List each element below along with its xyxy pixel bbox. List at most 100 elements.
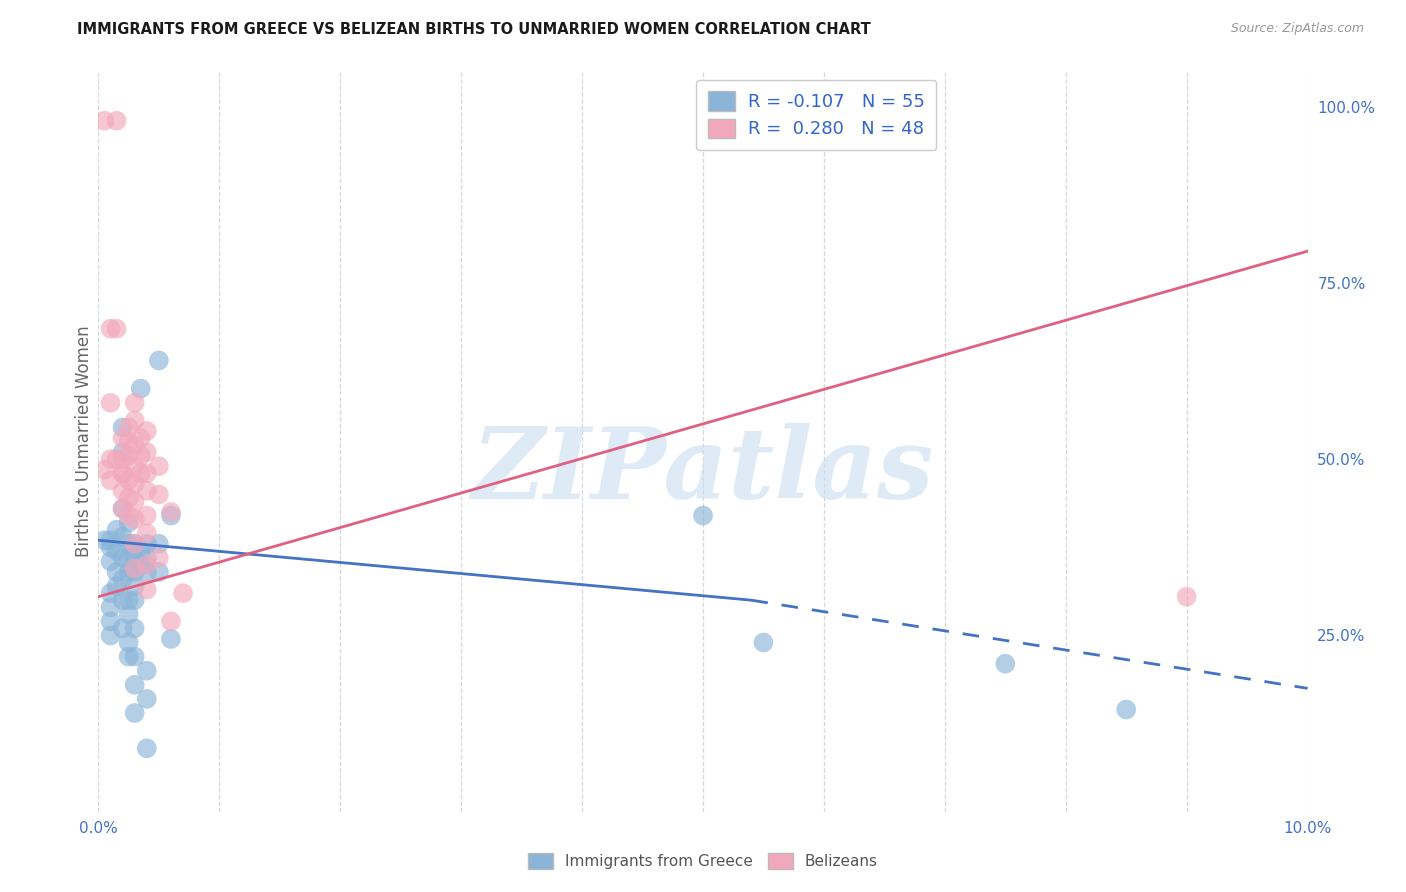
Point: [100, 541, 122, 555]
Point: [93, 113, 115, 128]
Point: [1175, 590, 1198, 604]
Point: [160, 632, 183, 646]
Point: [124, 438, 146, 452]
Point: [148, 487, 170, 501]
Point: [124, 537, 146, 551]
Point: [118, 593, 141, 607]
Point: [124, 459, 146, 474]
Point: [118, 473, 141, 487]
Point: [124, 579, 146, 593]
Point: [100, 586, 122, 600]
Point: [124, 678, 146, 692]
Point: [111, 445, 134, 459]
Point: [129, 558, 152, 572]
Point: [118, 607, 141, 622]
Point: [135, 508, 157, 523]
Point: [129, 431, 152, 445]
Point: [129, 544, 152, 558]
Point: [124, 476, 146, 491]
Point: [124, 413, 146, 427]
Point: [135, 692, 157, 706]
Point: [105, 579, 128, 593]
Point: [148, 550, 170, 565]
Point: [135, 664, 157, 678]
Y-axis label: Births to Unmarried Women: Births to Unmarried Women: [75, 326, 93, 558]
Point: [100, 628, 122, 642]
Point: [135, 526, 157, 541]
Point: [124, 512, 146, 526]
Point: [111, 593, 134, 607]
Point: [124, 561, 146, 575]
Point: [100, 396, 122, 410]
Point: [111, 572, 134, 586]
Legend: R = -0.107   N = 55, R =  0.280   N = 48: R = -0.107 N = 55, R = 0.280 N = 48: [696, 79, 936, 150]
Point: [118, 516, 141, 530]
Point: [111, 420, 134, 434]
Point: [124, 494, 146, 508]
Point: [172, 586, 194, 600]
Point: [118, 537, 141, 551]
Point: [124, 621, 146, 635]
Point: [129, 467, 152, 481]
Point: [111, 431, 134, 445]
Point: [135, 565, 157, 579]
Point: [111, 530, 134, 544]
Point: [118, 449, 141, 463]
Point: [118, 635, 141, 649]
Point: [135, 483, 157, 498]
Text: IMMIGRANTS FROM GREECE VS BELIZEAN BIRTHS TO UNMARRIED WOMEN CORRELATION CHART: IMMIGRANTS FROM GREECE VS BELIZEAN BIRTH…: [77, 22, 872, 37]
Point: [135, 582, 157, 597]
Point: [135, 467, 157, 481]
Point: [118, 550, 141, 565]
Point: [1115, 702, 1137, 716]
Point: [118, 434, 141, 449]
Point: [105, 544, 128, 558]
Point: [118, 420, 141, 434]
Point: [135, 537, 157, 551]
Point: [118, 565, 141, 579]
Point: [105, 523, 128, 537]
Point: [752, 635, 775, 649]
Point: [105, 322, 128, 336]
Text: ZIPatlas: ZIPatlas: [472, 423, 934, 519]
Text: Source: ZipAtlas.com: Source: ZipAtlas.com: [1230, 22, 1364, 36]
Point: [124, 649, 146, 664]
Point: [129, 382, 152, 396]
Point: [100, 452, 122, 467]
Point: [111, 467, 134, 481]
Point: [111, 467, 134, 481]
Point: [129, 449, 152, 463]
Point: [692, 508, 714, 523]
Point: [100, 615, 122, 629]
Point: [148, 537, 170, 551]
Point: [160, 508, 183, 523]
Legend: Immigrants from Greece, Belizeans: Immigrants from Greece, Belizeans: [522, 847, 884, 875]
Point: [118, 491, 141, 505]
Point: [93, 463, 115, 477]
Point: [135, 550, 157, 565]
Point: [100, 554, 122, 568]
Point: [105, 452, 128, 467]
Point: [105, 565, 128, 579]
Point: [111, 483, 134, 498]
Point: [124, 565, 146, 579]
Point: [100, 533, 122, 548]
Point: [100, 600, 122, 615]
Point: [124, 593, 146, 607]
Point: [93, 533, 115, 548]
Point: [111, 452, 134, 467]
Point: [105, 113, 128, 128]
Point: [160, 505, 183, 519]
Point: [148, 353, 170, 368]
Point: [111, 501, 134, 516]
Point: [135, 741, 157, 756]
Point: [100, 322, 122, 336]
Point: [118, 649, 141, 664]
Point: [111, 550, 134, 565]
Point: [124, 706, 146, 720]
Point: [135, 558, 157, 572]
Point: [994, 657, 1017, 671]
Point: [118, 508, 141, 523]
Point: [124, 550, 146, 565]
Point: [111, 501, 134, 516]
